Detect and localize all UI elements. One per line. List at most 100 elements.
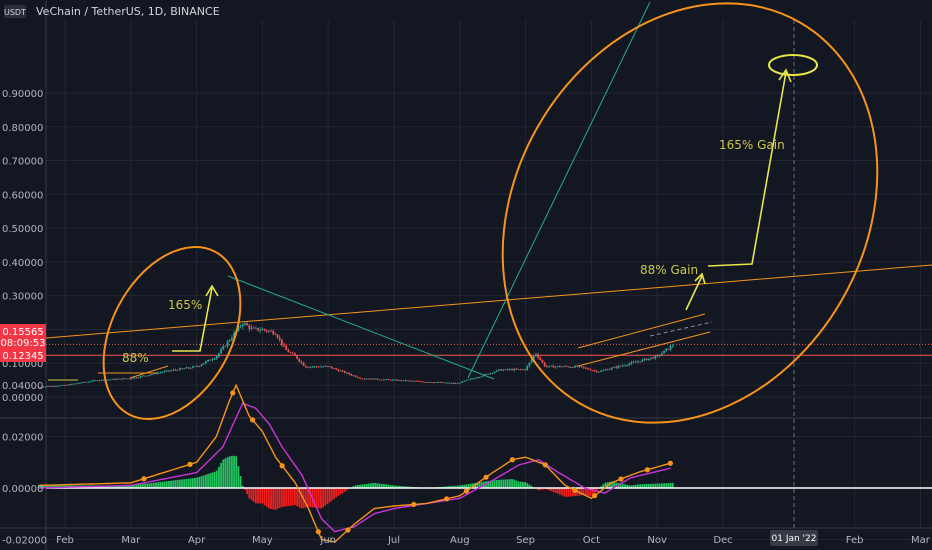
macd-histogram-bar (324, 488, 327, 506)
macd-histogram-bar (376, 483, 379, 488)
macd-histogram-bar (142, 484, 144, 488)
macd-histogram-bar (602, 484, 605, 488)
current-price-tag (0, 324, 46, 350)
candle-body (120, 378, 123, 380)
time-tick-label: Sep (516, 535, 535, 546)
candle-body (291, 352, 294, 354)
macd-histogram-bar (391, 485, 394, 488)
candle-body (511, 369, 513, 371)
candle-body (100, 379, 103, 381)
price-tick-label: 0.00000 (2, 393, 43, 404)
candle-body (543, 362, 546, 367)
macd-histogram-bar (250, 488, 253, 501)
macd-histogram-bar (643, 484, 646, 488)
macd-histogram-bar (537, 488, 540, 491)
candle-body (228, 340, 231, 342)
candle-body (589, 369, 592, 371)
macd-histogram-bar (522, 481, 524, 488)
macd-histogram-bar (39, 485, 42, 488)
candle-body (348, 372, 351, 375)
crossover-dot (141, 476, 147, 482)
macd-histogram-bar (50, 485, 53, 488)
time-axis[interactable]: Feb Mar Apr May Jun Jul Aug Sep Oct Nov Dec Feb Mar (56, 535, 931, 546)
macd-histogram-bar (244, 488, 246, 490)
candle-body (556, 366, 559, 367)
candle-body (126, 378, 129, 380)
crossover-dot (411, 501, 417, 508)
candle-body (487, 373, 490, 375)
macd-histogram-bar (294, 488, 296, 506)
candle-body (191, 366, 194, 368)
macd-histogram-bar (163, 481, 166, 488)
candle-body (561, 366, 563, 368)
candle-body (426, 381, 429, 383)
projection-dashed-line (649, 321, 713, 337)
candle-body (593, 370, 596, 372)
candle-body (168, 370, 170, 372)
candle-body (226, 341, 229, 347)
candle-body (280, 339, 283, 345)
macd-histogram-bar (511, 479, 513, 488)
candle-body (591, 370, 594, 372)
price-tick-label: 0.70000 (2, 157, 43, 168)
macd-histogram-bar (561, 488, 563, 496)
macd-histogram-bar (480, 482, 483, 488)
candle-body (152, 373, 155, 375)
macd-histogram-bar (671, 482, 674, 488)
candle-body (66, 384, 68, 386)
candle-body (463, 380, 466, 382)
macd-histogram-bar (595, 488, 598, 492)
macd-histogram-bar (115, 485, 118, 488)
candle-body (76, 383, 79, 385)
macd-histogram-bar (519, 481, 522, 488)
candle-body (83, 382, 86, 383)
candle-body (428, 382, 431, 383)
macd-histogram-bar (641, 484, 644, 488)
macd-histogram-bar (150, 482, 153, 488)
macd-histogram-bar (526, 483, 529, 488)
macd-histogram-bar (326, 488, 329, 504)
macd-histogram-bar (228, 456, 231, 488)
macd-histogram-bar (274, 488, 277, 510)
candle-body (128, 378, 131, 380)
candle-body (202, 363, 205, 365)
macd-histogram-bar (285, 488, 288, 507)
candle-body (459, 382, 461, 384)
candle-body (621, 365, 624, 367)
candle-body (439, 382, 442, 383)
candle-body (476, 377, 479, 379)
candle-body (491, 372, 494, 374)
candle-body (231, 337, 233, 341)
macd-histogram-bar (504, 479, 507, 488)
candle-body (632, 361, 635, 363)
macd-histogram-bar (608, 481, 611, 488)
macd-histogram-bar (252, 488, 255, 502)
candle-body (370, 378, 372, 380)
macd-histogram-bar (339, 488, 342, 495)
macd-histogram-bar (611, 481, 613, 488)
annotation-drawings[interactable] (76, 0, 932, 491)
price-tick-label: 0.40000 (2, 258, 43, 269)
candle-body (461, 381, 464, 383)
cursor-date-tag (770, 530, 818, 546)
arrow-right-long (707, 71, 787, 267)
macd-histogram-bar (178, 479, 181, 488)
candle-body (645, 358, 648, 361)
macd-histogram-bar (120, 485, 123, 488)
candle-body (626, 365, 629, 366)
macd-histogram-bar (172, 480, 175, 488)
macd-histogram-bar (628, 485, 631, 488)
candle-body (504, 369, 507, 370)
annotation-165-left: 165% (168, 298, 202, 312)
candle-body (263, 328, 266, 331)
candle-body (595, 370, 598, 373)
candle-body (641, 359, 644, 362)
candle-body (663, 350, 665, 354)
candle-body (519, 369, 522, 370)
candle-body (532, 355, 535, 360)
currency-badge[interactable] (4, 5, 26, 18)
trendline-drawings[interactable] (45, 1, 932, 381)
